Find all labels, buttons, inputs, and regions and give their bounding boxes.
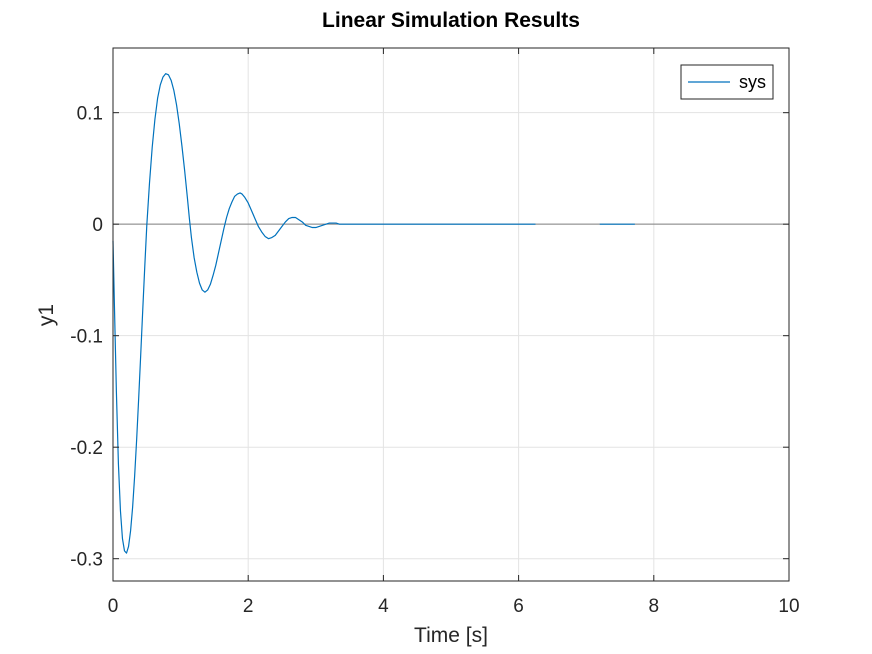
legend-label-sys: sys — [739, 72, 766, 92]
x-axis-label: Time [s] — [414, 624, 488, 647]
y-tick-label: 0.1 — [77, 104, 103, 125]
y-tick-label: -0.2 — [70, 438, 103, 459]
series-layer — [112, 73, 635, 554]
y-axis-label: y1 — [35, 304, 58, 326]
x-tick-label: 2 — [243, 596, 254, 617]
axes-box — [112, 47, 790, 582]
x-tick-label: 0 — [108, 596, 119, 617]
y-tick-label: -0.3 — [70, 550, 103, 571]
y-tick-label: 0 — [92, 215, 103, 236]
legend: sys — [680, 64, 774, 100]
plot-area — [113, 48, 789, 581]
x-tick-label: 10 — [778, 596, 799, 617]
y-tick-label: -0.1 — [70, 327, 103, 348]
series-line-sys — [112, 73, 536, 554]
x-tick-label: 6 — [513, 596, 524, 617]
axis-ticks: 0 2 4 6 8 10 -0.3 -0.2 -0.1 0 0.1 — [70, 48, 800, 617]
x-tick-label: 4 — [378, 596, 389, 617]
x-tick-label: 8 — [649, 596, 660, 617]
chart-title: Linear Simulation Results — [322, 9, 580, 32]
